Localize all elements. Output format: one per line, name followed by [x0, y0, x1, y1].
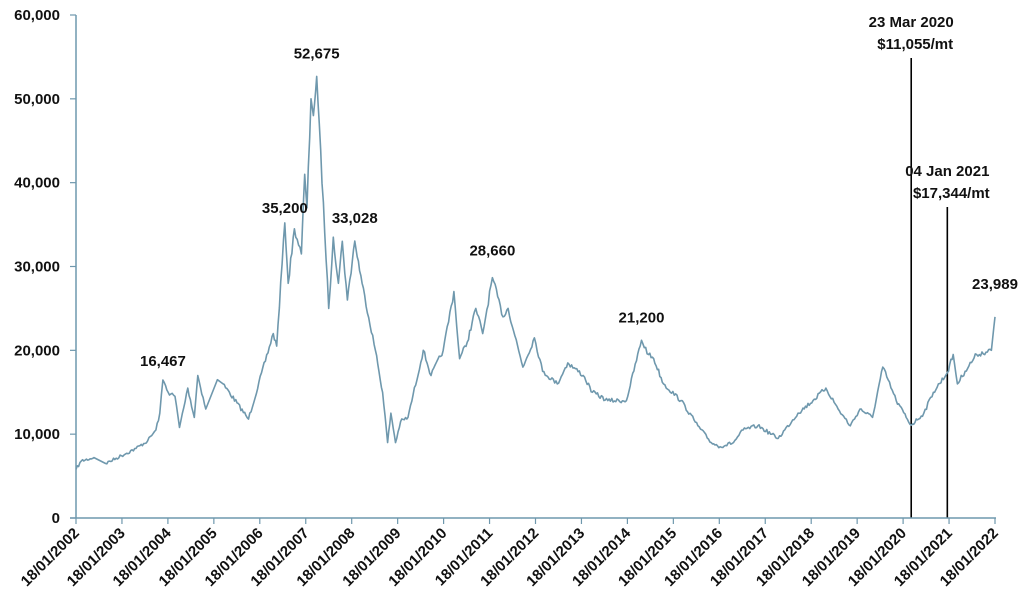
y-tick-label: 0 — [52, 510, 60, 527]
annotation-price: $17,344/mt — [913, 185, 990, 202]
price-series-line — [75, 75, 996, 470]
x-axis-ticks: 18/01/200218/01/200318/01/200418/01/2005… — [18, 518, 1002, 590]
y-tick-label: 30,000 — [14, 259, 60, 276]
y-tick-label: 40,000 — [14, 175, 60, 192]
peak-value-label: 21,200 — [619, 309, 665, 326]
peak-value-label: 28,660 — [469, 243, 515, 260]
y-axis-ticks: 0 10,000 20,000 30,000 40,000 50,000 60,000 — [14, 7, 76, 527]
annotation-price: $11,055/mt — [877, 36, 953, 53]
peak-value-label: 33,028 — [332, 210, 378, 227]
peak-value-label: 52,675 — [294, 45, 340, 62]
peak-value-label: 16,467 — [140, 353, 186, 370]
annotation-date: 04 Jan 2021 — [905, 163, 989, 180]
y-tick-label: 10,000 — [14, 426, 60, 443]
peak-value-label: 23,989 — [972, 276, 1018, 293]
annotation-labels: 23 Mar 2020 $11,055/mt 04 Jan 2021 $17,344/… — [869, 14, 990, 202]
y-tick-label: 20,000 — [14, 342, 60, 359]
annotation-date: 23 Mar 2020 — [869, 14, 954, 31]
peak-value-label: 35,200 — [262, 200, 308, 217]
peak-labels: 16,467 52,675 35,200 33,028 28,660 21,200 23,9… — [140, 45, 1018, 370]
annotation-lines — [910, 58, 949, 518]
y-tick-label: 50,000 — [14, 91, 60, 108]
y-tick-label: 60,000 — [14, 7, 60, 24]
